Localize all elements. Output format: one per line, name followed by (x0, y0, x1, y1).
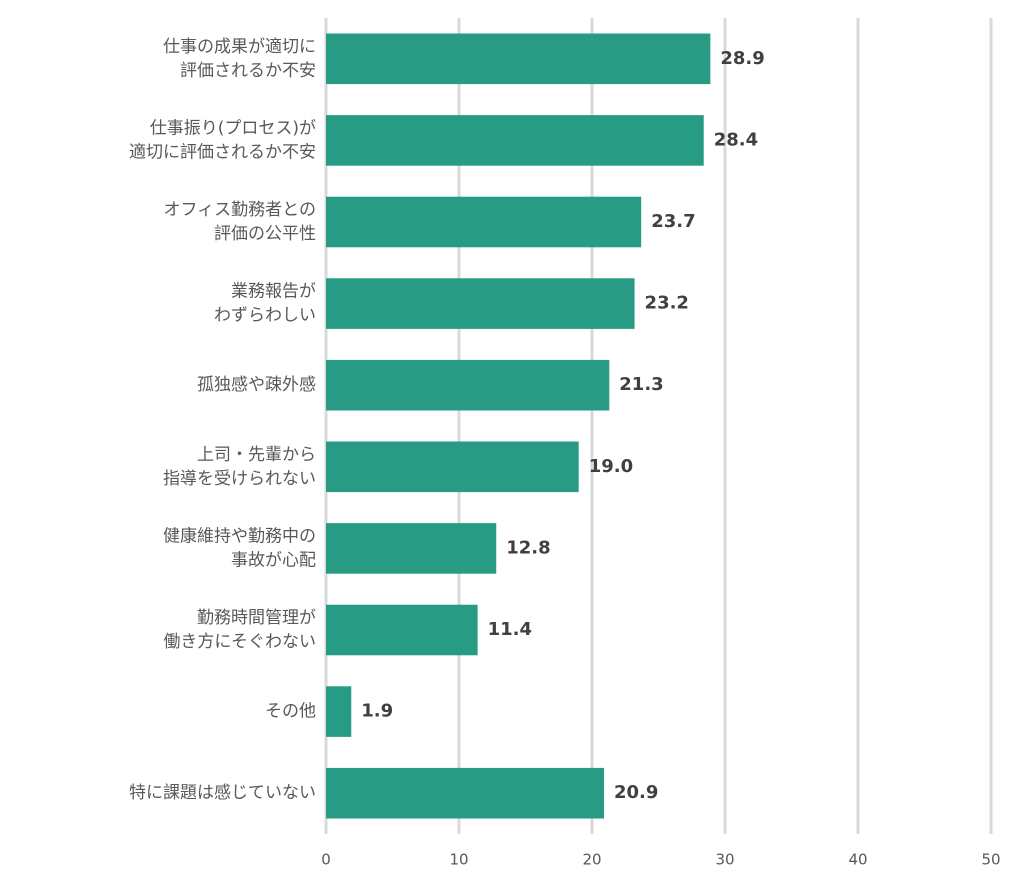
category-label: 業務報告が (231, 282, 316, 302)
category-label: その他 (265, 702, 316, 722)
category-label: 上司・先輩から (197, 445, 316, 465)
category-label: 孤独感や疎外感 (197, 375, 316, 395)
value-label: 11.4 (488, 619, 532, 640)
value-label: 12.8 (506, 537, 550, 558)
category-label: 仕事振り(プロセス)が (150, 118, 316, 138)
value-label: 23.2 (645, 293, 689, 314)
value-label: 19.0 (589, 456, 633, 477)
bar (326, 767, 604, 819)
x-tick-label: 10 (449, 851, 468, 869)
x-tick-label: 50 (981, 851, 1000, 869)
x-tick-label: 0 (321, 851, 331, 869)
value-label: 28.9 (720, 48, 764, 69)
bar (326, 441, 579, 493)
bar (326, 115, 704, 166)
category-label: 仕事の成果が適切に (163, 37, 316, 57)
bar (326, 359, 610, 411)
bar (326, 33, 711, 85)
bar (326, 686, 352, 737)
bar (326, 278, 635, 329)
category-label: 評価の公平性 (214, 224, 316, 244)
value-label: 20.9 (614, 782, 658, 803)
category-label: 指導を受けられない (163, 469, 316, 489)
category-label: 特に課題は感じていない (129, 783, 316, 803)
category-label: 適切に評価されるか不安 (129, 142, 316, 162)
value-label: 28.4 (714, 129, 758, 150)
x-tick-label: 40 (848, 851, 867, 869)
category-label: わずらわしい (214, 306, 316, 326)
bar (326, 523, 497, 574)
category-label: オフィス勤務者との (164, 200, 317, 220)
value-label: 21.3 (619, 374, 663, 395)
category-label: 働き方にそぐわない (163, 632, 316, 652)
category-label: 評価されるか不安 (180, 61, 316, 81)
value-label: 23.7 (651, 211, 695, 232)
category-label: 事故が心配 (231, 550, 316, 570)
bar (326, 604, 478, 656)
bar (326, 196, 642, 248)
value-label: 1.9 (361, 701, 393, 722)
category-label: 勤務時間管理が (197, 608, 316, 628)
x-tick-label: 30 (715, 851, 734, 869)
x-tick-label: 20 (582, 851, 601, 869)
category-label: 健康維持や勤務中の (163, 526, 316, 546)
